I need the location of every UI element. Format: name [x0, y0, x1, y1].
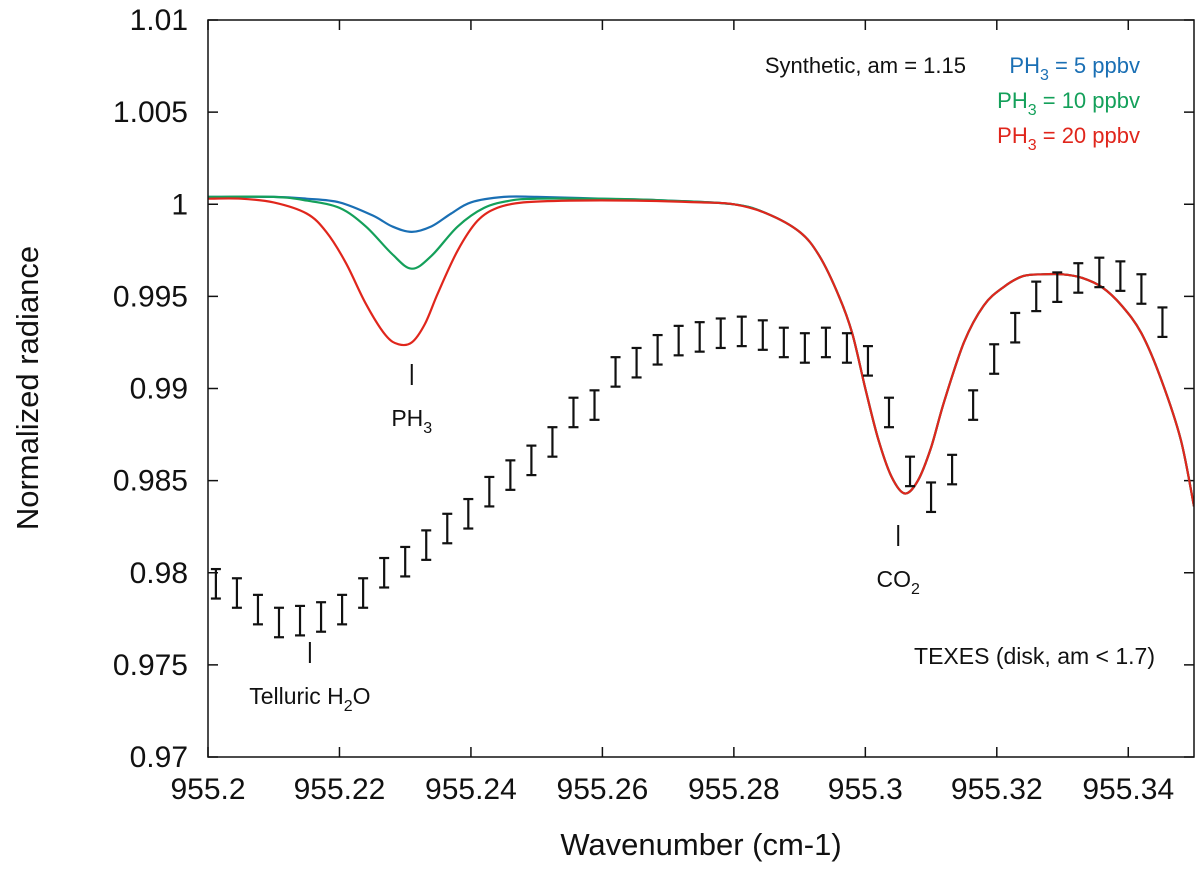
legend-entry-prefix: PH [997, 123, 1028, 148]
error-bar [883, 396, 894, 429]
error-bar [442, 512, 453, 545]
x-tick-label: 955.26 [557, 773, 649, 806]
y-tick-label: 0.99 [130, 373, 188, 406]
error-bar [547, 426, 558, 458]
annotation-label-ph3: PH3 [391, 405, 432, 437]
y-axis-title: Normalized radiance [10, 246, 45, 530]
x-tick-label: 955.3 [828, 773, 903, 806]
error-bar [231, 577, 242, 609]
error-bar [295, 604, 306, 637]
error-bar [210, 567, 221, 600]
error-bar [736, 315, 747, 348]
error-bar [337, 593, 348, 626]
error-bar [778, 326, 789, 359]
error-bar [968, 389, 979, 421]
annotation-label-h2o: Telluric H2O [249, 683, 370, 715]
error-bar [610, 356, 621, 388]
y-tick-label: 1.01 [130, 4, 188, 37]
y-tick-label: 0.985 [113, 465, 188, 498]
x-tick-label: 955.28 [688, 773, 780, 806]
error-bar [1094, 256, 1105, 289]
legend-entry-subscript: 3 [1028, 102, 1037, 119]
legend-entry: PH3 = 10 ppbv [997, 88, 1140, 119]
error-bar [820, 326, 831, 359]
texes-observations [210, 256, 1168, 639]
x-tick-label: 955.22 [294, 773, 386, 806]
error-bar [379, 556, 390, 589]
legend-entry-prefix: PH [997, 88, 1028, 113]
error-bar [947, 453, 958, 486]
error-bar [463, 497, 474, 530]
error-bar [715, 317, 726, 350]
annotation-label-co2: CO2 [876, 566, 920, 598]
y-tick-label: 0.97 [130, 741, 188, 774]
error-bar [631, 346, 642, 379]
error-bar [862, 345, 873, 377]
error-bar [252, 593, 263, 626]
y-tick-label: 0.995 [113, 280, 188, 313]
x-tick-labels: 955.2 955.22 955.24 955.26 955.28 955.3 955.32… [170, 773, 1174, 806]
error-bar [841, 332, 852, 364]
instrument-label: TEXES (disk, am < 1.7) [914, 643, 1155, 669]
x-tick-label: 955.34 [1082, 773, 1174, 806]
error-bar [526, 444, 537, 477]
plot-frame [207, 19, 1195, 758]
legend-entry-prefix: PH [1009, 53, 1040, 78]
legend-entry: PH3 = 5 ppbv [1009, 53, 1140, 84]
y-tick-label: 1.005 [113, 96, 188, 129]
annotation-label-ph3-prefix: PH [391, 405, 423, 431]
error-bar [1052, 271, 1063, 304]
error-bar [1115, 260, 1126, 292]
y-tick-label: 0.975 [113, 649, 188, 682]
error-bar [484, 475, 495, 508]
error-bar [400, 545, 411, 578]
error-bar [1010, 311, 1021, 344]
x-tick-label: 955.24 [425, 773, 517, 806]
error-bar [799, 332, 810, 364]
error-bar [273, 606, 284, 639]
annotation-label-co2-subscript: 2 [911, 581, 920, 598]
error-bar [989, 343, 1000, 375]
error-bar [757, 319, 768, 351]
legend-entry-suffix: = 10 ppbv [1037, 88, 1140, 113]
legend-entry-suffix: = 5 ppbv [1049, 53, 1140, 78]
legend-entry-subscript: 3 [1040, 67, 1049, 84]
error-bar [589, 389, 600, 421]
synthetic-series [208, 195, 1194, 507]
error-bar [1073, 262, 1084, 294]
error-bar [926, 481, 937, 514]
error-bar [694, 321, 705, 353]
error-bar [421, 529, 432, 561]
y-tick-label: 0.98 [130, 557, 188, 590]
error-bar [1157, 306, 1168, 339]
legend-entry-subscript: 3 [1028, 137, 1037, 154]
error-bar [1136, 273, 1147, 305]
error-bar [905, 455, 916, 488]
error-bar [652, 333, 663, 366]
y-tick-labels: 0.97 0.975 0.98 0.985 0.99 0.995 1 1.005 1.01 [113, 4, 188, 774]
y-tick-label: 1 [171, 188, 188, 221]
x-tick-label: 955.2 [170, 773, 245, 806]
error-bar [358, 577, 369, 609]
legend-entry: PH3 = 20 ppbv [997, 123, 1140, 154]
annotation-label-h2o-subscript: 2 [344, 698, 353, 715]
legend-entry-suffix: = 20 ppbv [1037, 123, 1140, 148]
error-bar [505, 459, 516, 491]
annotation-label-ph3-subscript: 3 [423, 420, 432, 437]
error-bar [568, 396, 579, 429]
x-axis-title: Wavenumber (cm-1) [560, 827, 841, 862]
legend-title: Synthetic, am = 1.15 [765, 53, 966, 78]
annotation-label-co2-prefix: CO [876, 566, 911, 592]
series-line-ph3-20ppbv [208, 197, 1194, 507]
annotation-label-h2o-suffix: O [353, 683, 371, 709]
annotation-label-h2o-prefix: Telluric H [249, 683, 344, 709]
error-bar [1031, 280, 1042, 313]
error-bar [673, 324, 684, 357]
error-bar [316, 601, 327, 633]
x-tick-label: 955.32 [951, 773, 1043, 806]
